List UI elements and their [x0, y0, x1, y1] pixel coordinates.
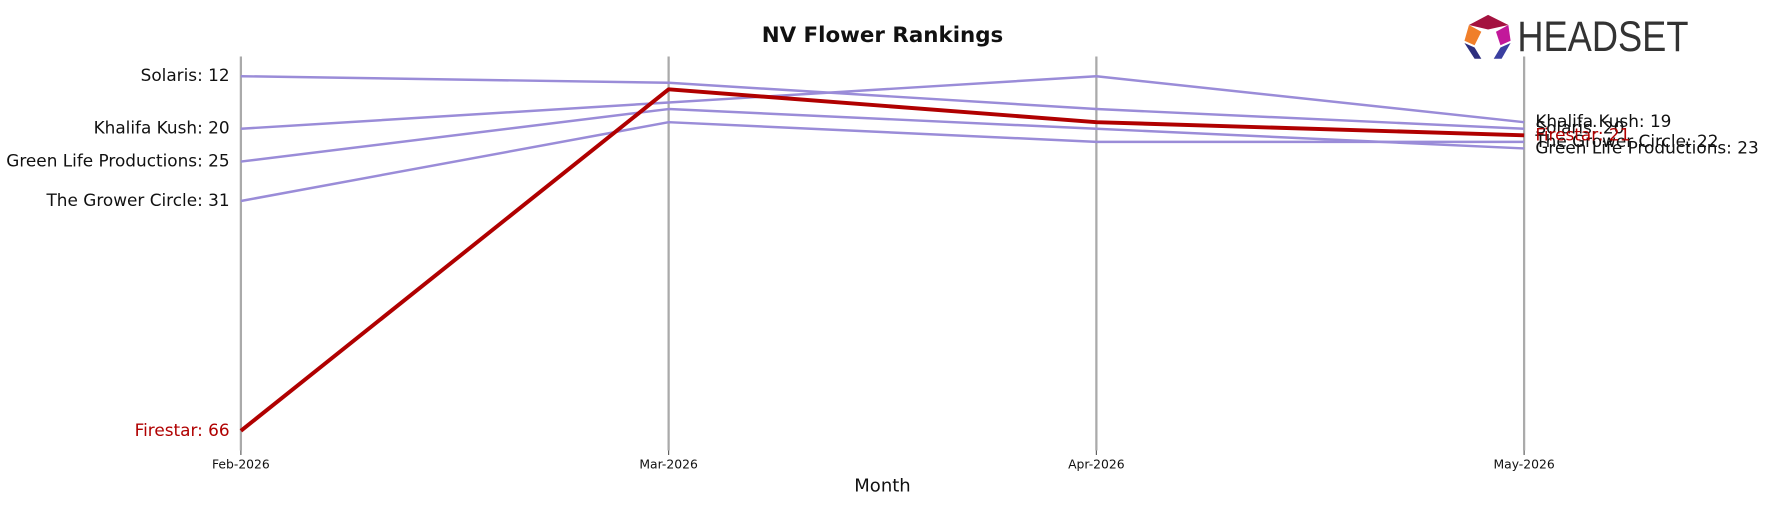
series-line: [240, 120, 1525, 203]
series-line: [239, 87, 1525, 433]
value-label: Green Life Productions: 25: [6, 151, 229, 171]
x-tick-label: May-2026: [1493, 458, 1554, 472]
logo-shape: [1464, 24, 1482, 46]
logo: HEADSET: [1464, 13, 1688, 61]
value-label: Solaris: 12: [141, 65, 230, 85]
logo-text: HEADSET: [1517, 13, 1688, 61]
value-label: Khalifa Kush: 20: [94, 118, 230, 138]
chart-title: NV Flower Rankings: [762, 23, 1004, 48]
value-label: The Grower Circle: 22: [1534, 131, 1718, 151]
value-label: Khalifa Kush: 19: [1535, 111, 1671, 131]
x-tick-label: Feb-2026: [212, 458, 270, 472]
value-label: Firestar: 66: [135, 420, 230, 440]
value-label: Solaris: 20: [1535, 118, 1624, 138]
logo-shape: [1493, 43, 1511, 59]
series-line: [240, 74, 1525, 130]
value-label: The Grower Circle: 31: [46, 190, 230, 210]
logo-shape: [1468, 14, 1509, 30]
x-tick-label: Apr-2026: [1068, 458, 1125, 472]
value-label: Green Life Productions: 23: [1535, 137, 1758, 157]
logo-shape: [1495, 24, 1511, 46]
x-axis-label: Month: [854, 476, 910, 497]
series-line: [240, 107, 1525, 163]
logo-shape: [1464, 43, 1482, 59]
series-line: [240, 74, 1525, 130]
value-label: Firestar: 21: [1535, 124, 1630, 144]
x-tick-label: Mar-2026: [639, 458, 698, 472]
